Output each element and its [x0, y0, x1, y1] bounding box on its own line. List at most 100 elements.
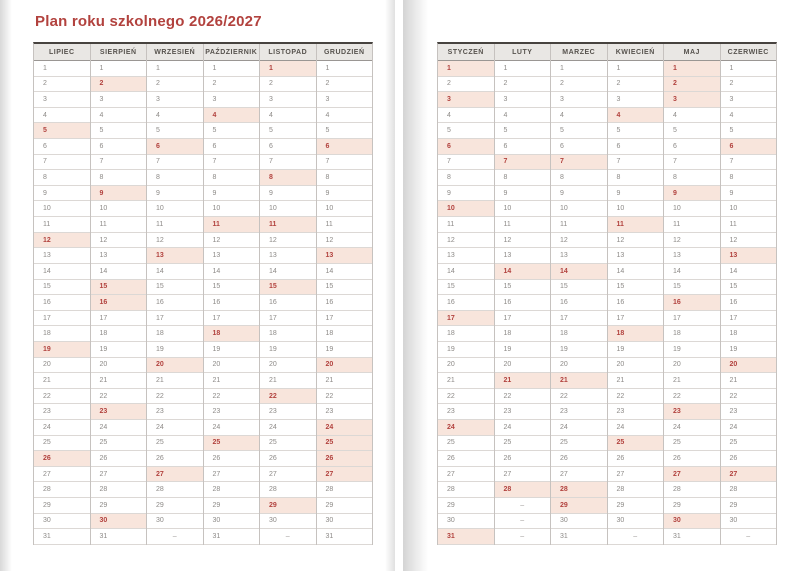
day-cell: 21: [664, 373, 720, 389]
day-cell: 15: [551, 280, 607, 296]
day-cell: 5: [664, 123, 720, 140]
month-column: GRUDZIEŃ 1 2 3 4 5 6 7 8 9 10 11 12 13 14 15 16 17 18 19 20 2…: [316, 44, 372, 545]
day-cell: 13: [260, 248, 316, 264]
day-cell: 23: [438, 404, 494, 421]
day-cell: 31: [551, 529, 607, 545]
day-cell: 5: [147, 123, 203, 140]
day-cell: 14: [90, 264, 146, 280]
day-cell: 28: [551, 482, 607, 499]
day-cell: 21: [438, 373, 494, 389]
day-cell: 17: [494, 311, 550, 327]
month-header: MARZEC: [551, 44, 607, 61]
day-cell: 26: [551, 451, 607, 467]
day-cell: 14: [607, 264, 663, 280]
day-cell: 20: [316, 357, 372, 374]
day-cell: 21: [720, 373, 776, 389]
day-cell: 12: [438, 233, 494, 249]
day-cell: 6: [664, 139, 720, 155]
day-cell: 6: [316, 139, 372, 155]
day-cell: 10: [494, 201, 550, 218]
day-cell: 13: [551, 248, 607, 264]
day-cell: 25: [607, 435, 663, 452]
day-cell: 8: [720, 170, 776, 186]
month-column: WRZESIEŃ 1 2 3 4 5 6 7 8 9 10 11 12 13 14 15 16 17 18 19 20 2…: [147, 44, 204, 545]
day-cell: 26: [90, 451, 146, 467]
day-cell: 22: [260, 388, 316, 405]
day-cell: 10: [260, 201, 316, 218]
day-cell: 8: [664, 170, 720, 186]
day-cell: 24: [34, 420, 90, 436]
day-cell: 10: [664, 201, 720, 218]
day-cell: 4: [316, 108, 372, 124]
day-cell: 27: [203, 467, 259, 483]
day-cell: 18: [34, 326, 90, 342]
day-cell: 23: [551, 404, 607, 421]
day-cell: 15: [147, 280, 203, 296]
day-cell: 15: [260, 279, 316, 296]
day-cell: 28: [260, 482, 316, 499]
day-cell: 21: [90, 373, 146, 389]
day-cell: 19: [551, 342, 607, 358]
day-cell: 22: [551, 389, 607, 405]
day-cell: 13: [438, 248, 494, 264]
day-cell: 7: [438, 155, 494, 171]
day-cell: 22: [203, 389, 259, 405]
day-cell: 13: [147, 248, 203, 264]
day-cell: 21: [494, 373, 550, 389]
day-cell: 6: [551, 139, 607, 155]
day-cell: 5: [260, 123, 316, 140]
day-cell: 23: [203, 404, 259, 421]
day-cell: 3: [34, 92, 90, 108]
day-cell: 14: [34, 264, 90, 280]
day-cell: 29: [34, 498, 90, 514]
day-cell: 18: [147, 326, 203, 342]
day-cell: 4: [90, 108, 146, 124]
page-left-edge-shadow: [0, 0, 12, 571]
day-cell: 27: [260, 467, 316, 483]
day-cell: 24: [494, 420, 550, 436]
day-cell: 7: [551, 154, 607, 171]
day-cell: 1: [494, 61, 550, 77]
day-cell: 28: [147, 482, 203, 499]
day-cell: 25: [438, 436, 494, 452]
month-header: WRZESIEŃ: [147, 44, 203, 61]
day-cell: 27: [494, 467, 550, 483]
day-cell: 16: [316, 295, 372, 311]
day-cell: 5: [551, 123, 607, 140]
day-cell: 8: [90, 170, 146, 186]
day-cell: 8: [607, 170, 663, 186]
day-cell: 29: [720, 498, 776, 514]
day-cell: 19: [720, 342, 776, 358]
day-cell: 7: [664, 155, 720, 171]
day-cell: 23: [147, 404, 203, 421]
day-cell: 16: [607, 295, 663, 311]
day-cell: 30: [90, 513, 146, 530]
day-cell: 5: [90, 123, 146, 140]
day-cell: 27: [147, 466, 203, 483]
day-cell: 16: [260, 295, 316, 311]
day-cell: 17: [34, 311, 90, 327]
day-cell: 11: [203, 217, 259, 233]
day-cell: 13: [34, 248, 90, 264]
day-cell: 2: [147, 77, 203, 93]
day-cell: 12: [607, 233, 663, 249]
day-cell: 17: [720, 311, 776, 327]
day-cell: 22: [720, 389, 776, 405]
day-cell: 23: [494, 404, 550, 421]
day-cell: 29: [203, 498, 259, 514]
day-cell: 13: [90, 248, 146, 264]
day-cell: 14: [260, 264, 316, 280]
day-cell: 2: [316, 77, 372, 93]
month-header: CZERWIEC: [720, 44, 776, 61]
day-cell: 26: [720, 451, 776, 467]
day-cell: –: [494, 529, 550, 545]
day-cell: 30: [720, 514, 776, 530]
day-cell: 17: [664, 311, 720, 327]
day-cell: 16: [34, 295, 90, 311]
day-cell: 21: [147, 373, 203, 389]
day-cell: 3: [316, 92, 372, 108]
day-cell: 2: [34, 77, 90, 93]
day-cell: 11: [34, 217, 90, 233]
day-cell: 7: [34, 155, 90, 171]
day-cell: 11: [260, 217, 316, 233]
